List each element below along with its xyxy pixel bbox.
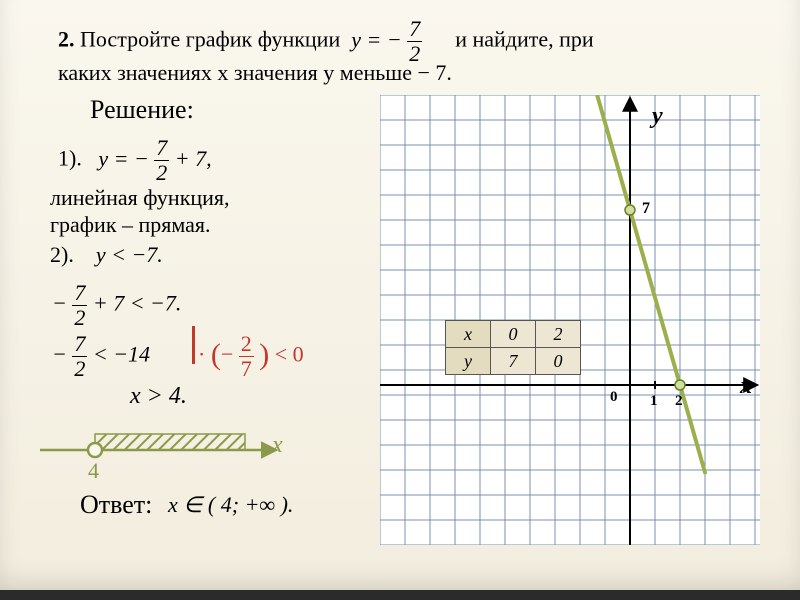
problem-line1: 2. Постройте график функции y = − 72 + 7… (58, 18, 594, 65)
y-axis-label: y (652, 103, 663, 130)
table-cell: 2 (536, 321, 581, 348)
numline-4: 4 (88, 458, 99, 484)
tick-2: 2 (675, 393, 683, 410)
linear-text-2: график – прямая. (50, 212, 211, 238)
red-factor: · (− 27 ) < 0 (198, 333, 304, 380)
solution-label: Решение: (90, 95, 194, 125)
ineq1: − 72 + 7 < −7. (52, 282, 181, 329)
number-line (40, 420, 290, 480)
numline-x: x (272, 432, 283, 459)
step2-label: 2). (50, 242, 74, 267)
problem-before-formula: Постройте график функции (80, 27, 340, 52)
table-cell: y (446, 348, 491, 375)
answer-formula: x ∈ ( 4; +∞ ). (168, 492, 293, 518)
step1-formula: y = − 72 + 7, (98, 146, 211, 171)
problem-number: 2. (58, 27, 75, 52)
tick-7: 7 (642, 200, 650, 218)
value-table: x 0 2 y 7 0 (445, 320, 581, 375)
problem-formula: y = − 72 + 7 (346, 27, 428, 52)
table-cell: 0 (491, 321, 536, 348)
tick-1: 1 (650, 393, 658, 410)
linear-text-1: линейная функция, (50, 185, 230, 211)
step2: 2). y < −7. (50, 242, 163, 268)
ineq2: − 72 < −14 (52, 333, 150, 380)
problem-line2: каких значениях x значения y меньше − 7. (58, 60, 452, 86)
answer-label: Ответ: (80, 490, 152, 520)
tick-0: 0 (610, 389, 618, 406)
chart-container: y x 0 1 2 7 x 0 2 y 7 0 (380, 95, 760, 550)
red-divider (192, 326, 195, 364)
step2-formula: y < −7. (96, 242, 163, 267)
table-cell: x (446, 321, 491, 348)
table-cell: 0 (536, 348, 581, 375)
step1-label: 1). (58, 146, 82, 171)
table-cell: 7 (491, 348, 536, 375)
x-axis-label: x (740, 373, 752, 400)
result-formula: x > 4. (130, 383, 187, 410)
problem-after-formula: и найдите, при (455, 27, 593, 52)
step1: 1). y = − 72 + 7, (58, 137, 212, 184)
